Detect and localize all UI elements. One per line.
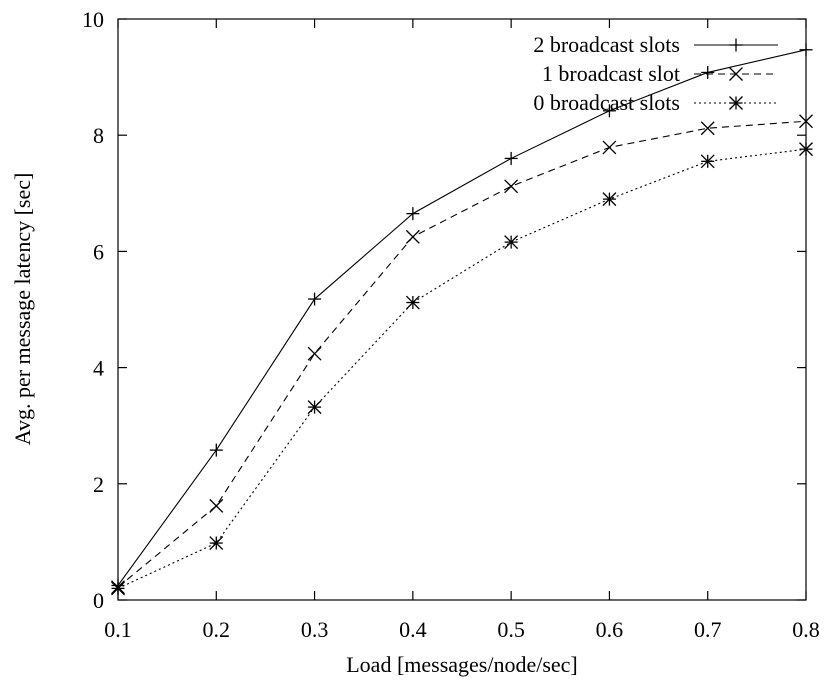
y-tick-label: 10 [82,7,104,32]
data-point [405,229,420,244]
data-point [308,292,322,306]
data-point [111,581,125,596]
x-axis-label: Load [messages/node/sec] [346,652,578,677]
x-tick-label: 0.7 [694,617,722,642]
series-2 [111,142,813,596]
x-tick-label: 0.5 [497,617,525,642]
legend-entry: 0 broadcast slots [533,90,778,115]
axis-ticks: 0.1 0.2 0.3 0.4 0.5 0.6 0.7 0.8 0 2 4 6 8 10 [82,7,820,642]
data-point [209,443,223,457]
x-tick-label: 0.4 [399,617,427,642]
legend-label: 0 broadcast slots [533,90,680,115]
data-point [700,121,715,136]
x-tick-label: 0.3 [301,617,329,642]
data-point [799,142,813,157]
data-point [504,179,519,194]
data-point [504,235,519,250]
series-line [117,148,807,589]
x-tick-label: 0.2 [203,617,231,642]
legend-label: 2 broadcast slots [533,32,680,57]
data-point [406,207,420,221]
data-point [504,151,518,165]
data-point [799,43,813,57]
data-point [602,192,617,207]
y-tick-label: 6 [93,239,104,264]
data-point [701,65,715,79]
series-layer [111,43,813,596]
legend-marker [729,96,743,110]
y-tick-label: 0 [93,588,104,613]
y-axis-label: Avg. per message latency [sec] [10,173,35,446]
legend-marker [729,38,743,52]
x-tick-label: 0.8 [792,617,820,642]
legend: 2 broadcast slots 1 broadcast slot 0 broad… [533,32,778,115]
legend-label: 1 broadcast slot [542,61,680,86]
x-tick-label: 0.1 [104,617,132,642]
legend-entry: 2 broadcast slots [533,32,778,57]
data-point [602,104,616,118]
y-tick-label: 8 [93,123,104,148]
data-point [209,536,224,551]
series-line [117,49,807,586]
plot-frame [117,18,807,601]
x-tick-label: 0.6 [596,617,624,642]
data-point [307,346,322,361]
y-tick-label: 4 [93,356,104,381]
data-point [799,114,813,129]
series-1 [111,114,813,595]
legend-marker [729,67,743,81]
legend-entry: 1 broadcast slot [542,61,778,86]
y-tick-label: 2 [93,472,104,497]
data-point [209,498,224,513]
data-point [700,154,715,169]
series-0 [111,43,813,592]
data-point [602,140,617,155]
series-line [117,120,807,588]
data-point [307,400,322,415]
data-point [405,295,420,310]
